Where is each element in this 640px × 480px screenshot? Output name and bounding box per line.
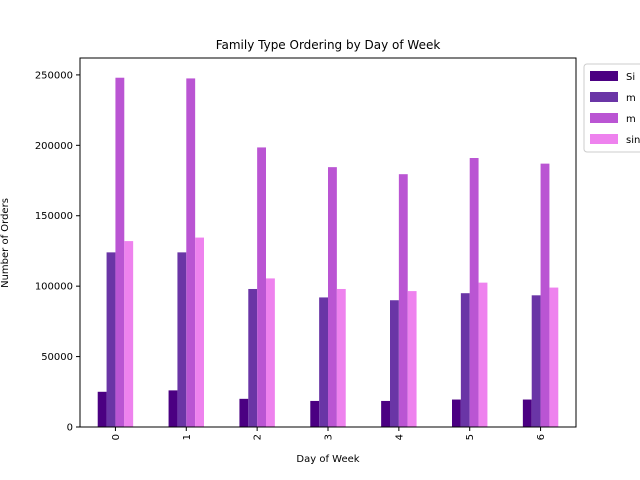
bar-series2-day4: [398, 174, 408, 427]
x-tick-label: 3: [324, 434, 335, 440]
legend-swatch: [590, 113, 618, 123]
y-tick-label: 200000: [35, 141, 73, 152]
bar-series0-day1: [168, 390, 178, 427]
chart-title: Family Type Ordering by Day of Week: [216, 38, 441, 52]
bar-series2-day6: [540, 163, 550, 427]
bar-series0-day5: [452, 399, 461, 427]
bar-series3-day2: [266, 278, 275, 427]
bar-series2-day0: [115, 77, 125, 427]
legend-label: m: [626, 114, 636, 125]
bar-series0-day3: [310, 400, 320, 427]
x-tick-label: 4: [394, 434, 405, 440]
bar-series1-day2: [248, 288, 258, 427]
y-tick-label: 250000: [35, 70, 73, 81]
bars-group: [97, 77, 559, 428]
bar-series1-day4: [390, 300, 399, 427]
legend-label: Si: [626, 72, 635, 83]
bar-series3-day1: [195, 237, 204, 427]
x-axis-title: Day of Week: [296, 454, 359, 465]
bar-series3-day6: [549, 287, 559, 427]
bar-series3-day0: [124, 241, 134, 427]
bar-series2-day5: [469, 158, 479, 427]
bar-series1-day5: [460, 293, 470, 427]
x-tick-label: 5: [465, 434, 476, 440]
y-tick-label: 50000: [41, 352, 73, 363]
bar-series3-day3: [336, 288, 346, 427]
bar-series3-day5: [478, 282, 488, 427]
y-tick-label: 100000: [35, 282, 73, 293]
x-axis: 0 1 2 3 4 5 6: [111, 427, 547, 440]
bar-series1-day6: [531, 295, 541, 427]
bar-series1-day3: [319, 297, 328, 427]
legend-swatch: [590, 71, 618, 81]
y-axis: 0 50000 100000 150000 200000 250000: [35, 70, 80, 434]
legend-label: sin: [626, 135, 640, 146]
y-tick-label: 0: [67, 423, 73, 434]
bar-series0-day0: [97, 391, 107, 427]
legend-swatch: [590, 92, 618, 102]
legend-label: m: [626, 93, 636, 104]
bar-series0-day6: [522, 399, 532, 427]
bar-series1-day0: [106, 252, 116, 427]
bar-series0-day2: [239, 398, 249, 427]
bar-series2-day1: [186, 78, 196, 428]
bar-series0-day4: [381, 400, 390, 427]
x-tick-label: 0: [111, 434, 122, 440]
bar-series2-day3: [328, 167, 337, 427]
x-tick-label: 1: [182, 434, 193, 440]
legend: Si mm sin: [583, 63, 640, 153]
bar-series3-day4: [407, 291, 417, 427]
y-tick-label: 150000: [35, 211, 73, 222]
legend-box: [583, 63, 640, 153]
bar-series1-day1: [177, 252, 187, 427]
y-axis-title: Number of Orders: [0, 198, 11, 288]
x-tick-label: 2: [253, 434, 264, 440]
legend-swatch: [590, 134, 618, 144]
bar-series2-day2: [257, 147, 266, 427]
x-tick-label: 6: [536, 434, 547, 440]
